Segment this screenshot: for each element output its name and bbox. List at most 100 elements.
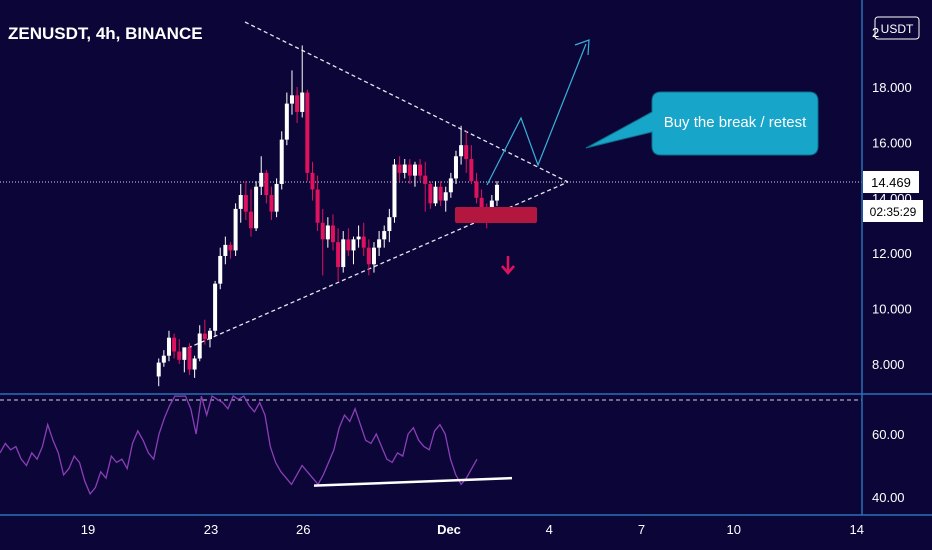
candle-body [207, 330, 212, 340]
candle-timer-value: 02:35:29 [870, 205, 917, 219]
candle-body [228, 244, 233, 251]
candle-body [166, 337, 171, 356]
candle-body [433, 186, 438, 204]
down-arrow-icon [501, 256, 515, 275]
rsi-tick-label: 40.00 [872, 490, 905, 505]
candle-body [259, 172, 264, 187]
candle-body [346, 239, 351, 251]
candle-body [325, 225, 330, 240]
candle-body [402, 164, 407, 173]
callout-text: Buy the break / retest [664, 114, 807, 131]
rsi-axis[interactable]: 40.00 60.00 [872, 427, 905, 505]
candle-body [274, 183, 279, 212]
candles-group [156, 45, 499, 387]
candle-body [300, 92, 305, 112]
candle-body [233, 208, 238, 251]
candle-body [341, 239, 346, 268]
candle-body [187, 347, 192, 370]
candle-body [377, 239, 382, 248]
candle-body [494, 184, 499, 201]
projection-path [486, 43, 587, 186]
rsi-tick-label: 60.00 [872, 427, 905, 442]
candle-body [361, 236, 366, 248]
candle-body [418, 164, 423, 176]
current-price-value: 14.469 [871, 175, 911, 190]
candle-body [218, 255, 223, 284]
candle-body [438, 186, 443, 201]
chart-title: ZENUSDT, 4h, BINANCE [8, 24, 203, 43]
candle-body [469, 159, 474, 182]
candle-body [310, 172, 315, 190]
candle-body [448, 178, 453, 193]
time-tick-label: 14 [850, 522, 864, 537]
candle-body [192, 358, 197, 370]
candle-body [248, 211, 253, 229]
support-zone-box [455, 207, 537, 223]
time-axis[interactable]: 19 23 26 Dec 4 7 10 14 [81, 522, 864, 537]
time-tick-label: 4 [546, 522, 553, 537]
candle-body [177, 351, 182, 360]
price-tick-label: 18.000 [872, 80, 912, 95]
candle-body [464, 145, 469, 160]
candle-body [387, 217, 392, 232]
candle-body [356, 236, 361, 240]
candle-body [330, 225, 335, 243]
candle-body [279, 139, 284, 184]
candle-body [156, 362, 161, 377]
candle-body [423, 175, 428, 184]
candle-body [443, 192, 448, 201]
candle-body [254, 186, 259, 229]
candle-body [161, 355, 166, 363]
currency-label: USDT [881, 22, 914, 36]
candle-body [213, 283, 218, 331]
candle-body [336, 242, 341, 268]
time-tick-label: 7 [638, 522, 645, 537]
candle-body [459, 145, 464, 157]
candle-timer-label: 02:35:29 [863, 200, 923, 222]
candle-body [366, 247, 371, 265]
candle-body [269, 195, 274, 212]
candle-body [305, 92, 310, 173]
price-tick-label: 16.000 [872, 135, 912, 150]
price-tick-label: 12.000 [872, 246, 912, 261]
currency-selector[interactable]: USDT [874, 16, 920, 40]
projection-arrowhead [574, 39, 590, 56]
price-tick-label: 8.000 [872, 357, 905, 372]
callout-bubble[interactable]: Buy the break / retest [585, 91, 819, 156]
candle-body [453, 156, 458, 179]
candle-body [202, 333, 207, 340]
price-axis-partial-tick: 2 [872, 25, 879, 40]
price-tick-label: 10.000 [872, 302, 912, 317]
rsi-trendline [313, 476, 513, 487]
rsi-line [0, 394, 478, 496]
candle-body [295, 95, 300, 112]
candle-body [315, 189, 320, 223]
time-tick-label: 19 [81, 522, 95, 537]
candle-body [474, 181, 479, 198]
candle-body [182, 347, 187, 360]
candle-body [284, 103, 289, 140]
candle-body [320, 222, 325, 240]
candle-body [172, 337, 177, 352]
candle-body [407, 164, 412, 176]
candle-body [223, 244, 228, 256]
candle-body [382, 231, 387, 240]
current-price-label: 14.469 [863, 171, 919, 193]
candle-body [412, 164, 417, 176]
candle-body [264, 172, 269, 196]
candle-body [238, 195, 243, 209]
candle-body [243, 195, 248, 212]
time-tick-label: 26 [296, 522, 310, 537]
candle-body [197, 333, 202, 359]
candle-body [371, 247, 376, 265]
candle-body [289, 95, 294, 104]
candle-body [397, 164, 402, 173]
candle-body [392, 164, 397, 218]
candle-body [428, 183, 433, 204]
candle-body [351, 239, 356, 251]
time-tick-label: 23 [204, 522, 218, 537]
time-tick-label: Dec [437, 522, 461, 537]
time-tick-label: 10 [727, 522, 741, 537]
